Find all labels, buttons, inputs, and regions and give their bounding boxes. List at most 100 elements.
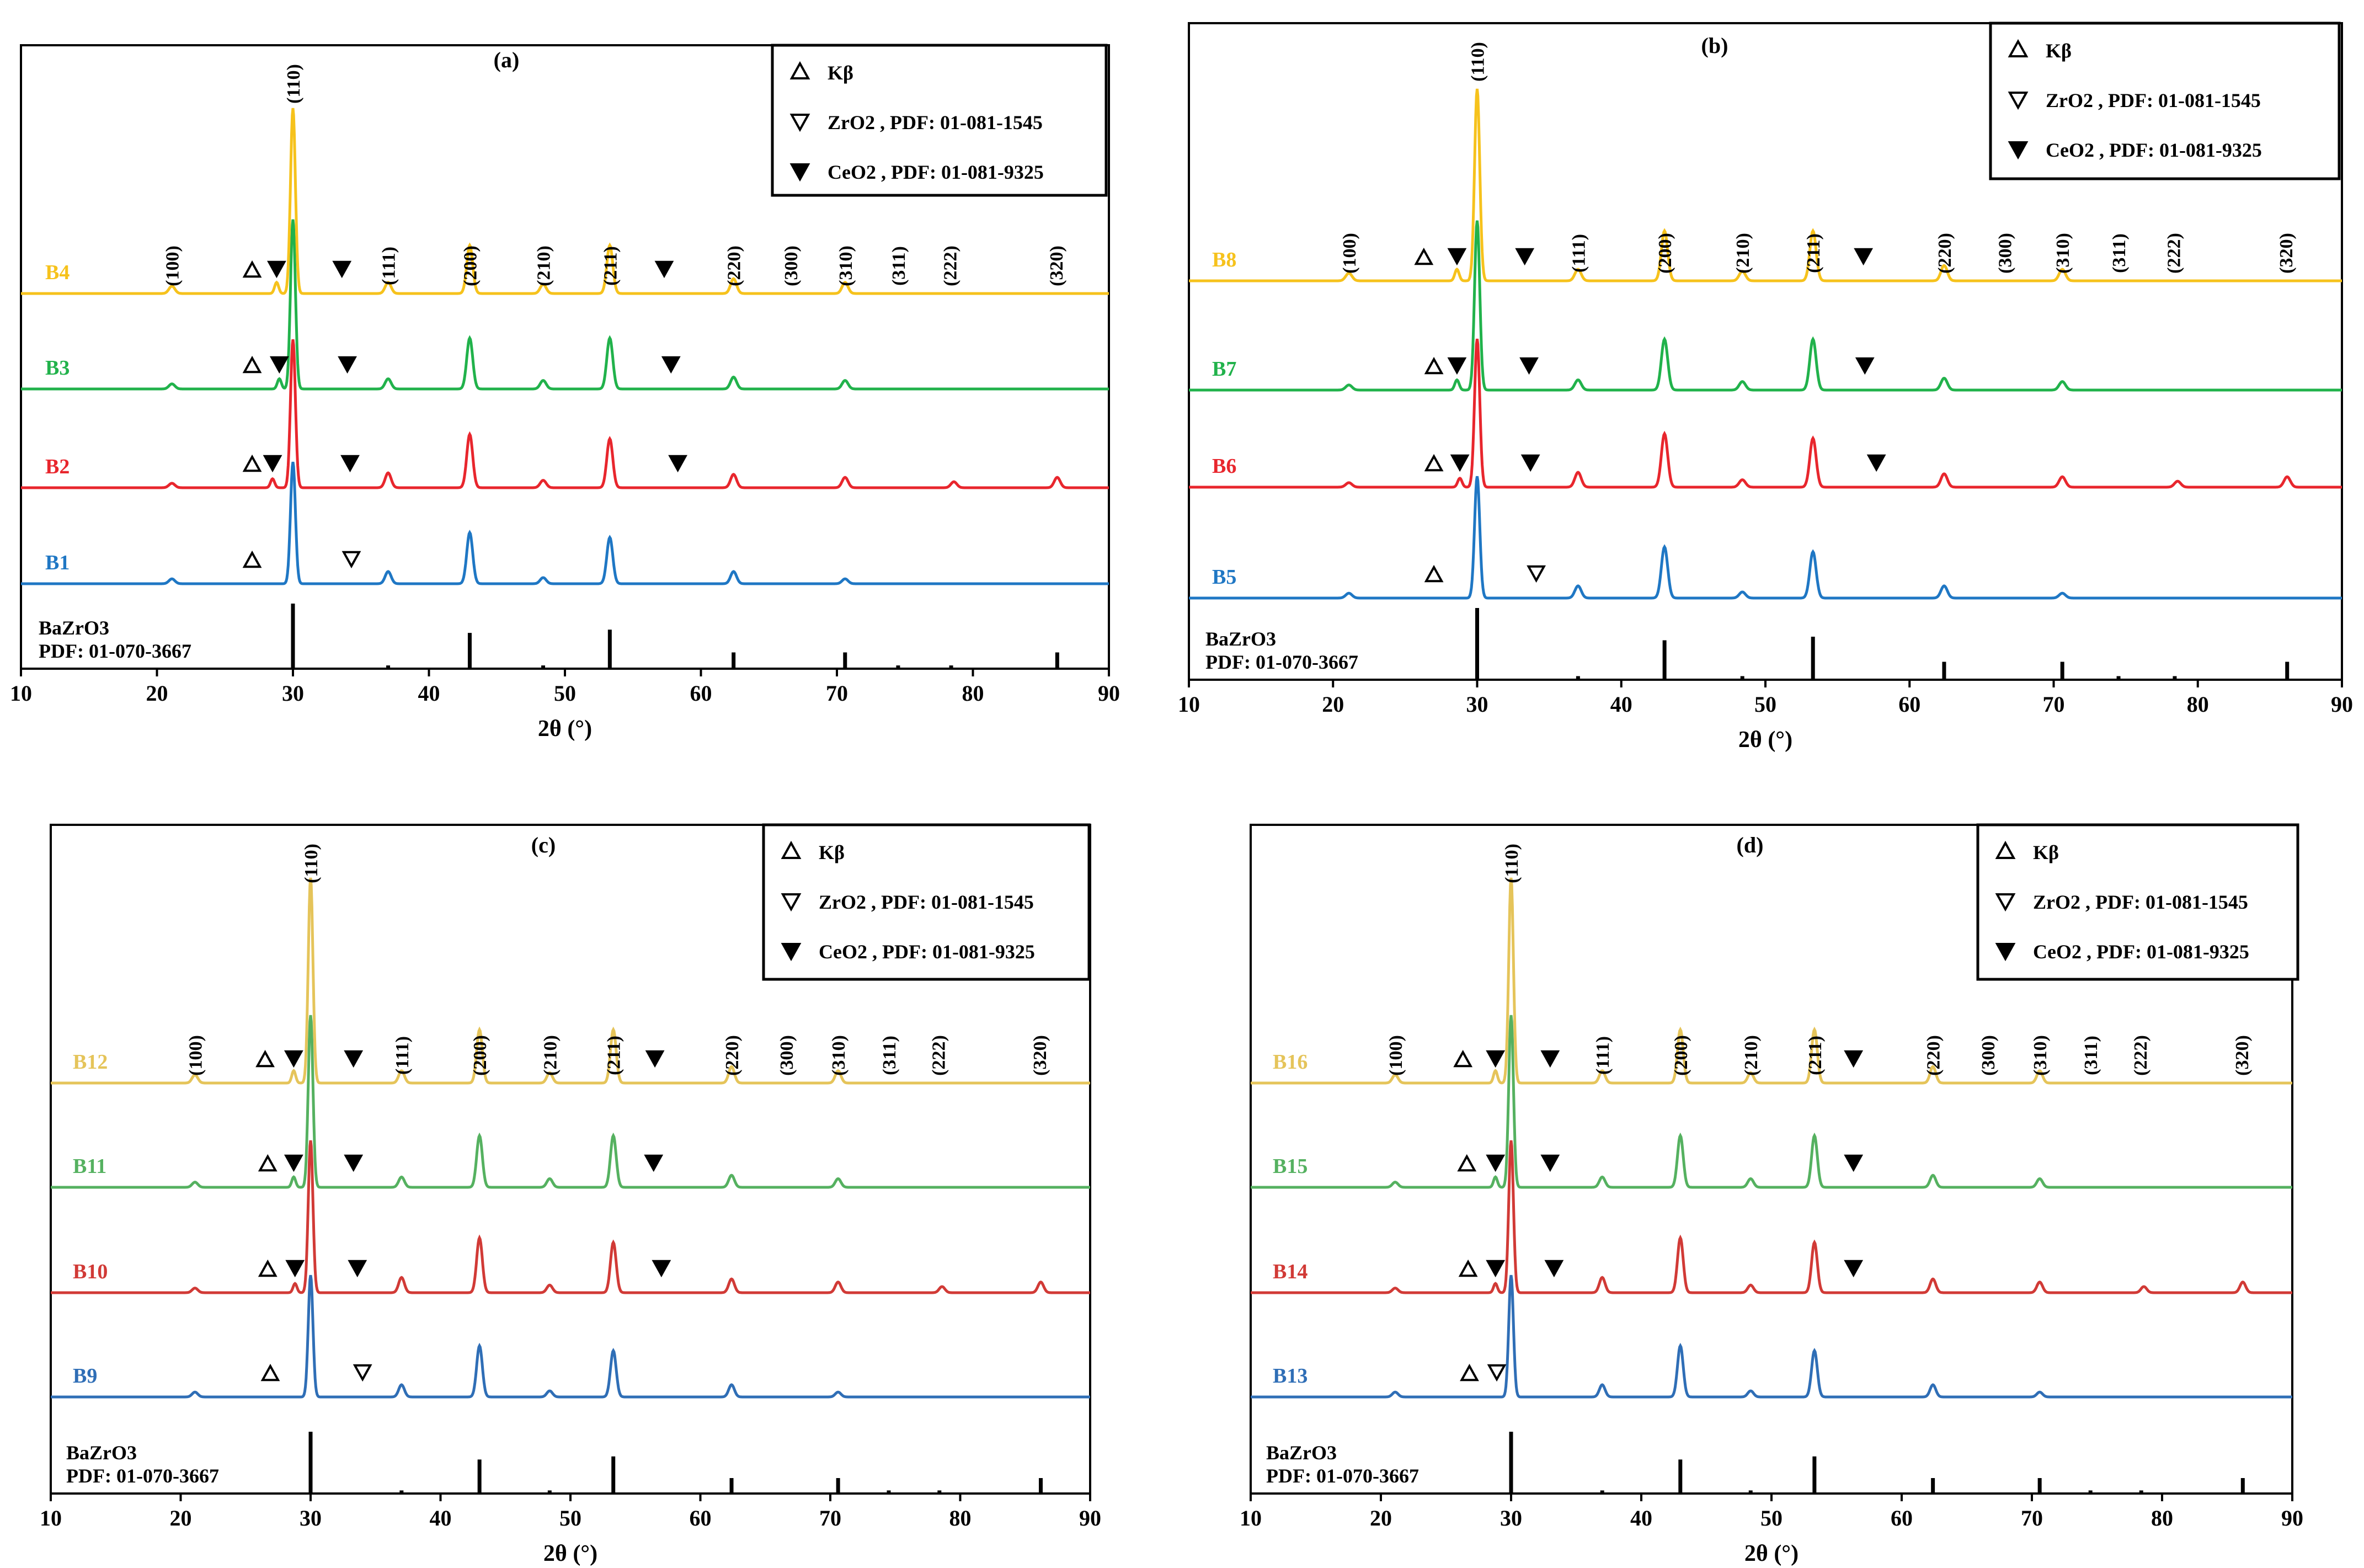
- legend-entry-kbeta: Kβ: [828, 62, 853, 84]
- panel-title: (a): [494, 47, 520, 72]
- hkl-label: (100): [1386, 1035, 1406, 1076]
- zro2-marker: [1995, 893, 2016, 912]
- series-label: B2: [45, 455, 70, 478]
- x-tick-label: 50: [554, 681, 576, 706]
- x-tick-label: 40: [430, 1506, 452, 1530]
- hkl-label: (222): [2131, 1035, 2151, 1076]
- hkl-label: (110): [1502, 844, 1522, 883]
- hkl-label: (222): [941, 246, 961, 286]
- series-label: B12: [73, 1050, 108, 1074]
- x-tick-label: 30: [282, 681, 304, 706]
- legend-box: [762, 823, 1091, 981]
- x-tick-label: 10: [10, 681, 32, 706]
- ceo2-marker: [344, 1050, 364, 1068]
- hkl-label: (310): [836, 246, 856, 286]
- kbeta-marker: [1414, 247, 1434, 265]
- x-axis-label: 2θ (°): [1744, 1541, 1799, 1566]
- legend-entry-ceo2: CeO2 , PDF: 01-081-9325: [828, 161, 1044, 183]
- ceo2-marker: [2008, 141, 2029, 160]
- hkl-label: (220): [1924, 1035, 1944, 1076]
- hkl-label: (300): [777, 1035, 797, 1076]
- x-tick-label: 60: [690, 1506, 712, 1530]
- x-tick-label: 40: [418, 681, 440, 706]
- hkl-label: (111): [1593, 1036, 1613, 1075]
- hkl-label: (300): [1978, 1035, 1999, 1076]
- legend-entry-zro2: ZrO2 , PDF: 01-081-1545: [2033, 891, 2248, 913]
- kbeta-marker: [781, 840, 802, 859]
- ceo2-marker: [1540, 1154, 1560, 1172]
- ceo2-marker: [1854, 248, 1874, 266]
- legend-entry-zro2: ZrO2 , PDF: 01-081-1545: [828, 111, 1043, 134]
- zro2-marker: [2008, 92, 2029, 110]
- x-tick-label: 80: [949, 1506, 972, 1530]
- x-tick-label: 30: [1500, 1506, 1522, 1530]
- series-label: B3: [45, 356, 70, 380]
- ceo2-marker: [332, 260, 352, 279]
- legend-entry-zro2: ZrO2 , PDF: 01-081-1545: [819, 891, 1034, 913]
- kbeta-marker: [242, 550, 262, 568]
- x-tick-label: 70: [826, 681, 848, 706]
- kbeta-marker: [242, 454, 262, 472]
- ceo2-marker: [668, 455, 687, 473]
- hkl-label: (320): [2276, 233, 2297, 274]
- zro2-marker: [789, 114, 810, 132]
- ceo2-marker: [338, 356, 357, 374]
- x-tick-label: 50: [1760, 1506, 1783, 1530]
- hkl-label: (220): [724, 246, 745, 286]
- x-axis-label: 2θ (°): [538, 716, 592, 742]
- legend-entry-ceo2: CeO2 , PDF: 01-081-9325: [2033, 941, 2249, 963]
- ceo2-marker: [284, 1050, 303, 1068]
- hkl-label: (310): [2030, 1035, 2051, 1076]
- x-tick-label: 10: [1240, 1506, 1262, 1530]
- hkl-label: (211): [1805, 1036, 1826, 1075]
- ceo2-marker: [1447, 248, 1467, 266]
- series-line-b7: [1189, 220, 2342, 392]
- x-tick-label: 70: [2021, 1506, 2043, 1530]
- hkl-label: (200): [470, 1035, 490, 1076]
- series-line-b12: [51, 877, 1090, 1085]
- x-tick-label: 90: [2331, 692, 2353, 717]
- ceo2-marker: [1447, 357, 1467, 375]
- x-tick-label: 60: [690, 681, 712, 706]
- kbeta-marker: [258, 1154, 278, 1172]
- ceo2-marker: [1866, 454, 1886, 472]
- kbeta-marker: [1458, 1259, 1478, 1277]
- series-line-b2: [21, 339, 1109, 489]
- legend-entry-zro2: ZrO2 , PDF: 01-081-1545: [2046, 89, 2261, 111]
- ceo2-marker: [1540, 1050, 1560, 1068]
- panel-title: (c): [531, 833, 556, 857]
- panel-title: (d): [1737, 833, 1764, 857]
- x-tick-label: 30: [300, 1506, 322, 1530]
- zro2-marker: [781, 893, 802, 912]
- kbeta-marker: [1460, 1363, 1479, 1382]
- series-line-b8: [1189, 88, 2342, 282]
- series-line-b5: [1189, 476, 2342, 600]
- hkl-label: (220): [1935, 233, 1955, 274]
- hkl-label: (311): [879, 1036, 900, 1075]
- hkl-label: (320): [2232, 1035, 2253, 1076]
- x-tick-label: 20: [1322, 692, 1344, 717]
- hkl-label: (110): [284, 64, 304, 104]
- x-axis-label: 2θ (°): [543, 1541, 597, 1566]
- kbeta-marker: [1457, 1154, 1477, 1172]
- series-label: B6: [1212, 455, 1236, 478]
- legend-entry-kbeta: Kβ: [819, 841, 845, 863]
- ceo2-marker: [1450, 454, 1470, 472]
- reference-label-compound: BaZrO3: [1266, 1442, 1337, 1464]
- hkl-label: (200): [1671, 1035, 1691, 1076]
- reference-label-compound: BaZrO3: [1205, 628, 1276, 650]
- reference-label-pdf: PDF: 01-070-3667: [66, 1465, 219, 1487]
- series-label: B10: [73, 1260, 108, 1283]
- hkl-label: (310): [2053, 233, 2073, 274]
- hkl-label: (110): [301, 844, 322, 883]
- series-label: B8: [1212, 248, 1236, 271]
- series-label: B11: [73, 1155, 106, 1178]
- x-tick-label: 80: [2151, 1506, 2173, 1530]
- ceo2-marker: [1995, 943, 2016, 962]
- zro2-marker: [341, 551, 361, 569]
- kbeta-marker: [2008, 39, 2029, 57]
